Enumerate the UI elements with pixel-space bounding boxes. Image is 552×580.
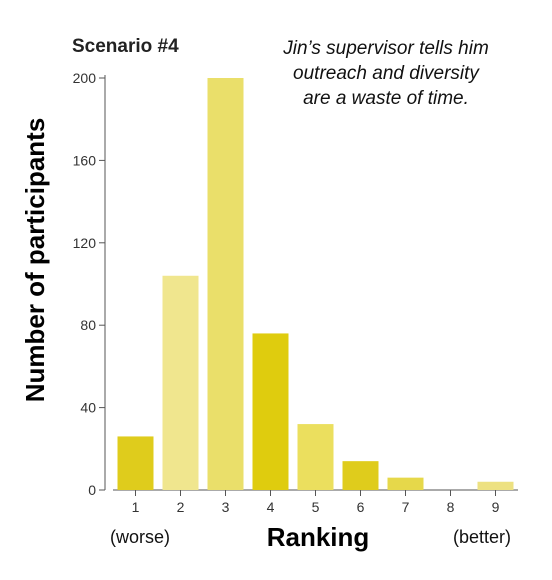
bar-3 [207,78,244,490]
bar-6 [342,461,379,490]
annotation: Jin’s supervisor tells him outreach and … [282,38,489,109]
y-tick-label: 120 [73,235,97,251]
x-axis-right-note: (better) [453,527,511,547]
bar-2 [162,275,199,490]
x-tick-label: 9 [492,499,500,515]
bars [117,78,514,490]
y-tick-label: 80 [80,317,96,333]
y-tick-label: 40 [80,400,96,416]
x-tick-label: 1 [132,499,140,515]
x-tick-label: 6 [357,499,365,515]
bar-1 [117,436,154,490]
annotation-line-3: are a waste of time. [303,88,469,109]
x-tick-label: 8 [447,499,455,515]
annotation-line-2: outreach and diversity [293,63,480,84]
bar-9 [477,481,514,490]
y-axis: 0 40 80 120 160 200 [73,70,106,498]
chart-title: Scenario #4 [72,36,179,57]
x-tick-label: 2 [177,499,185,515]
annotation-line-1: Jin’s supervisor tells him [282,38,489,59]
x-axis-label: Ranking [267,522,370,552]
y-tick-label: 200 [73,70,97,86]
x-tick-label: 5 [312,499,320,515]
y-axis-label: Number of participants [20,118,50,403]
y-tick-label: 0 [88,482,96,498]
x-axis: 1 2 3 4 5 6 7 8 9 [113,489,518,515]
x-tick-label: 7 [402,499,410,515]
x-tick-label: 4 [267,499,275,515]
bar-5 [297,424,334,490]
y-tick-label: 160 [73,152,97,168]
x-tick-label: 3 [222,499,230,515]
bar-4 [252,333,289,490]
x-axis-left-note: (worse) [110,527,170,547]
bar-7 [387,477,424,490]
